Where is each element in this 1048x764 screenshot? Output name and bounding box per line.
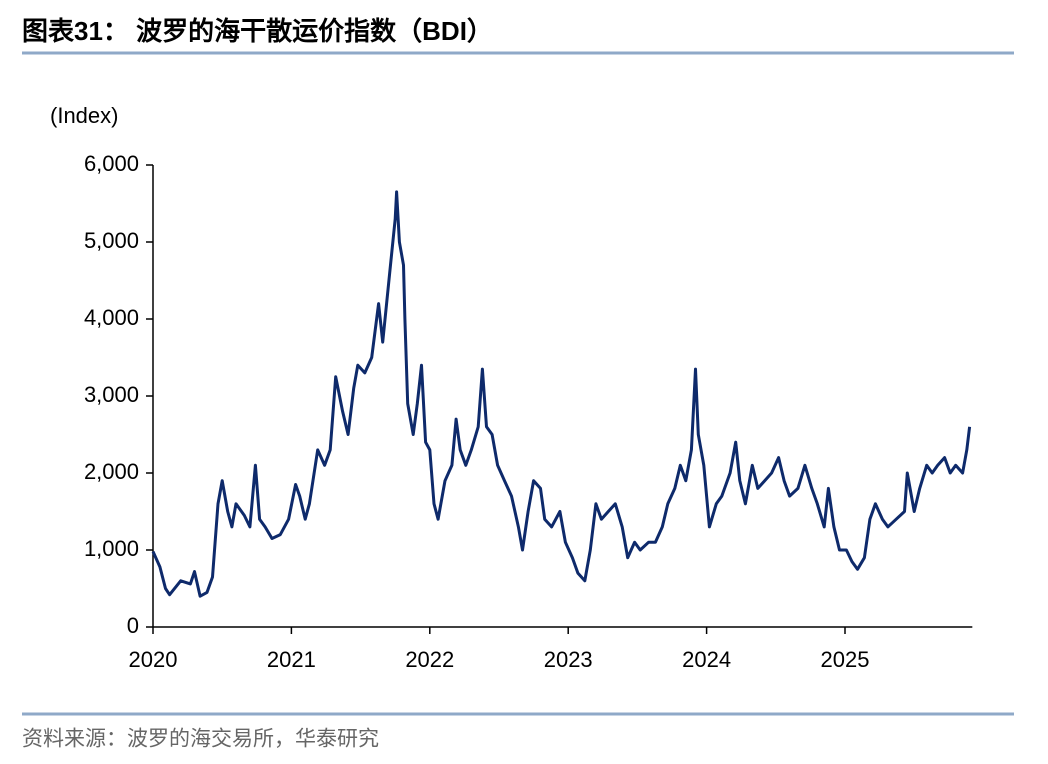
- x-tick-label: 2022: [405, 647, 454, 672]
- data-line: [151, 190, 972, 598]
- y-tick-label: 5,000: [84, 228, 139, 253]
- x-tick-label: 2025: [821, 647, 870, 672]
- x-tick-label: 2024: [682, 647, 731, 672]
- y-axis-label: (Index): [50, 103, 118, 128]
- y-tick-label: 1,000: [84, 536, 139, 561]
- chart-title: 图表31： 波罗的海干散运价指数（BDI）: [22, 16, 493, 46]
- y-tick-label: 4,000: [84, 305, 139, 330]
- x-tick-label: 2023: [544, 647, 593, 672]
- x-tick-label: 2021: [267, 647, 316, 672]
- y-tick-label: 3,000: [84, 382, 139, 407]
- y-tick-label: 6,000: [84, 151, 139, 176]
- source: 资料来源：波罗的海交易所，华泰研究: [22, 728, 379, 751]
- y-tick-label: 0: [127, 613, 139, 638]
- y-tick-label: 2,000: [84, 459, 139, 484]
- x-tick-label: 2020: [129, 647, 178, 672]
